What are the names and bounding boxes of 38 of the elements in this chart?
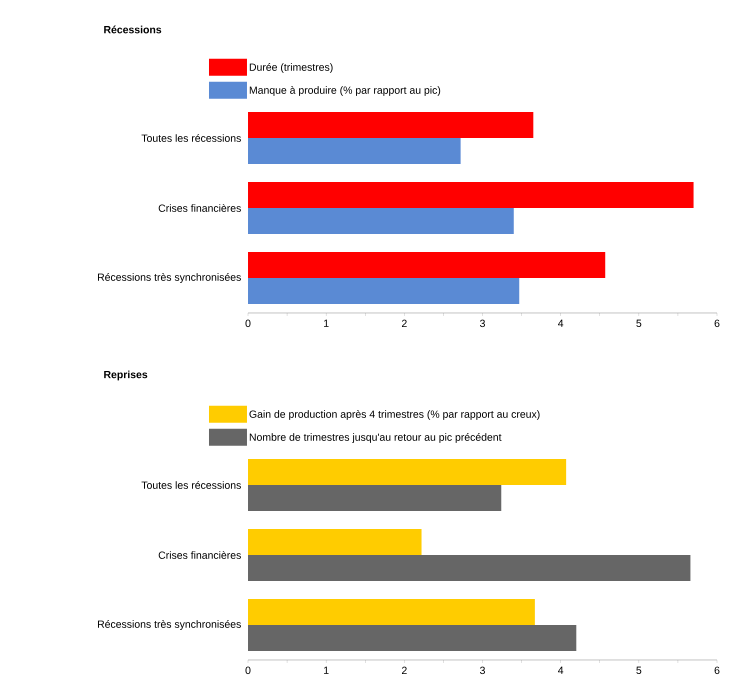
bar	[248, 112, 534, 138]
bar	[248, 208, 514, 234]
bar	[248, 484, 502, 511]
x-tick-label: 5	[636, 666, 642, 674]
bar	[248, 528, 422, 555]
legend-label: Gain de production après 4 trimestres (% par rapport au creux)	[250, 410, 540, 420]
y-tick-label: Crises financières	[158, 551, 241, 559]
bar	[248, 182, 694, 208]
x-tick-label: 2	[402, 320, 407, 327]
y-tick-label: Crises financières	[158, 204, 241, 212]
y-tick-label: Récessions très synchronisées	[98, 620, 241, 630]
bar	[248, 278, 520, 304]
text: Reprises	[104, 370, 148, 380]
x-tick-label: 2	[402, 666, 407, 674]
text: Récessions	[104, 26, 162, 34]
x-tick-label: 3	[480, 320, 485, 328]
x-tick-label: 0	[246, 666, 251, 674]
x-tick-label: 6	[714, 320, 720, 328]
x-tick-label: 6	[714, 666, 720, 674]
bar	[248, 458, 566, 485]
x-tick-label: 3	[480, 666, 485, 674]
bar	[248, 598, 535, 625]
bar	[248, 252, 606, 278]
y-tick-label: Toutes les récessions	[142, 481, 241, 489]
x-tick-label: 0	[246, 320, 251, 328]
legend-label: Durée (trimestres)	[250, 63, 333, 73]
legend-label: Nombre de trimestres jusqu'au retour au pic précédent	[250, 433, 502, 443]
bar	[248, 624, 576, 651]
y-tick-label: Toutes les récessions	[142, 134, 241, 142]
legend-label: Manque à produire (% par rapport au pic)	[250, 86, 440, 96]
y-tick-label: Récessions très synchronisées	[98, 273, 241, 283]
x-tick-label: 4	[558, 666, 564, 674]
x-tick-label: 5	[636, 320, 642, 327]
bar	[248, 138, 461, 164]
x-tick-label: 1	[324, 320, 329, 327]
x-tick-label: 1	[324, 666, 329, 674]
x-tick-label: 4	[558, 320, 564, 327]
bar	[248, 554, 690, 581]
